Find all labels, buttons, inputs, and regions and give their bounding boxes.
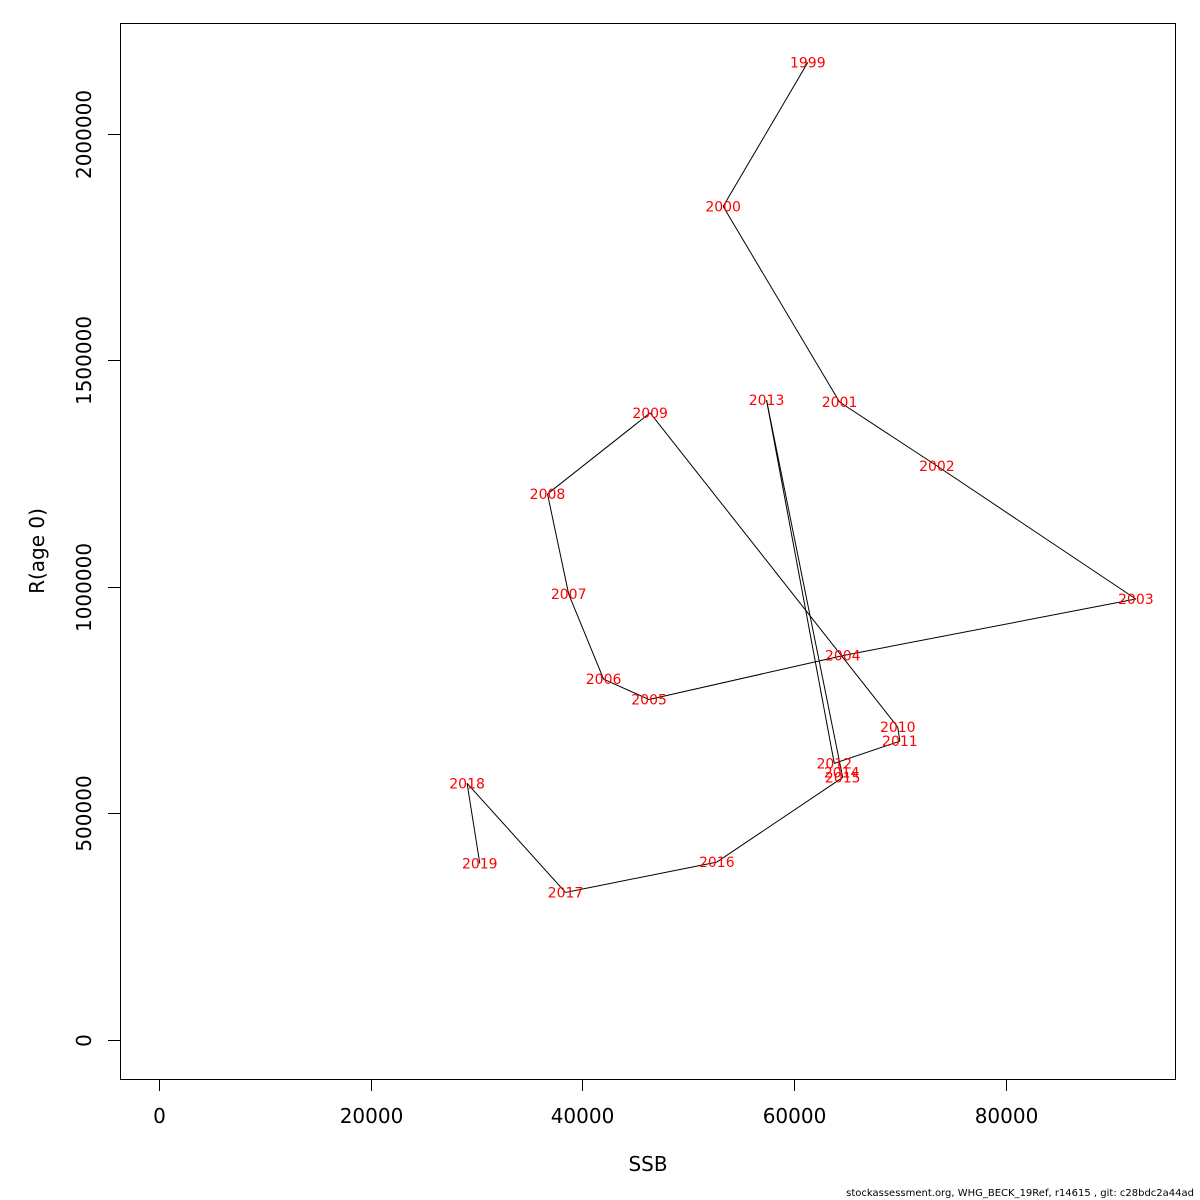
series-segment — [547, 412, 651, 495]
point-label: 2010 — [880, 720, 916, 736]
series-segment — [842, 598, 1136, 657]
y-tick-label: 1500000 — [72, 316, 96, 405]
point-label: 2016 — [699, 855, 735, 871]
point-label: 2012 — [816, 756, 852, 772]
point-label: 2015 — [825, 770, 861, 786]
point-label: 2019 — [462, 856, 498, 872]
y-tick-label: 500000 — [72, 775, 96, 851]
series-segment — [897, 727, 901, 742]
series-path — [466, 62, 1137, 893]
series-segment — [766, 400, 835, 764]
series-segment — [936, 465, 1137, 600]
point-label: 2009 — [632, 406, 668, 422]
plot-frame — [120, 23, 1176, 1080]
series-segment — [841, 772, 844, 778]
series-segment — [648, 655, 843, 701]
point-label: 2007 — [551, 587, 587, 603]
point-label: 2017 — [548, 885, 584, 901]
x-axis-title: SSB — [628, 1152, 667, 1176]
point-label: 2002 — [919, 459, 955, 475]
series-segment — [839, 401, 938, 467]
footer-credit: stockassessment.org, WHG_BECK_19Ref, r14… — [846, 1188, 1194, 1199]
y-tick-label: 0 — [72, 1034, 96, 1047]
x-tick-label: 60000 — [763, 1104, 827, 1128]
y-axis-title: R(age 0) — [25, 508, 49, 594]
point-label: 2006 — [586, 672, 622, 688]
series-segment — [722, 62, 809, 207]
series-segment — [834, 740, 901, 764]
series-segment — [766, 400, 843, 773]
point-label: 2014 — [824, 765, 860, 781]
point-label: 2011 — [882, 734, 918, 750]
y-tick-label: 2000000 — [72, 90, 96, 179]
series-segment — [716, 777, 844, 863]
x-axis: 0 20000 40000 60000 80000 — [153, 1079, 1038, 1128]
point-label: 2003 — [1118, 592, 1154, 608]
x-tick-label: 80000 — [975, 1104, 1039, 1128]
point-label: 2000 — [705, 199, 741, 215]
point-label: 2001 — [822, 395, 858, 411]
point-label: 2013 — [749, 393, 785, 409]
series-segment — [649, 412, 899, 728]
x-tick-label: 0 — [153, 1104, 166, 1128]
x-tick-label: 20000 — [340, 1104, 404, 1128]
x-tick-label: 40000 — [551, 1104, 615, 1128]
point-labels: 1999 2000 2001 2002 2003 2004 2005 2006 2007 2008… — [449, 55, 1153, 901]
series-segment — [547, 493, 570, 595]
point-label: 2004 — [825, 649, 861, 665]
series-segment — [466, 782, 566, 893]
series-segment — [466, 783, 481, 864]
series-segment — [565, 861, 717, 893]
series-segment — [722, 206, 840, 403]
point-label: 2008 — [530, 487, 566, 503]
point-label: 2018 — [449, 776, 485, 792]
y-axis: 0 500000 1000000 1500000 2000000 — [72, 90, 121, 1047]
y-tick-label: 1000000 — [72, 543, 96, 632]
point-label: 2005 — [631, 693, 667, 709]
series-segment — [568, 593, 605, 680]
series-segment — [603, 678, 650, 700]
point-label: 1999 — [790, 55, 826, 71]
